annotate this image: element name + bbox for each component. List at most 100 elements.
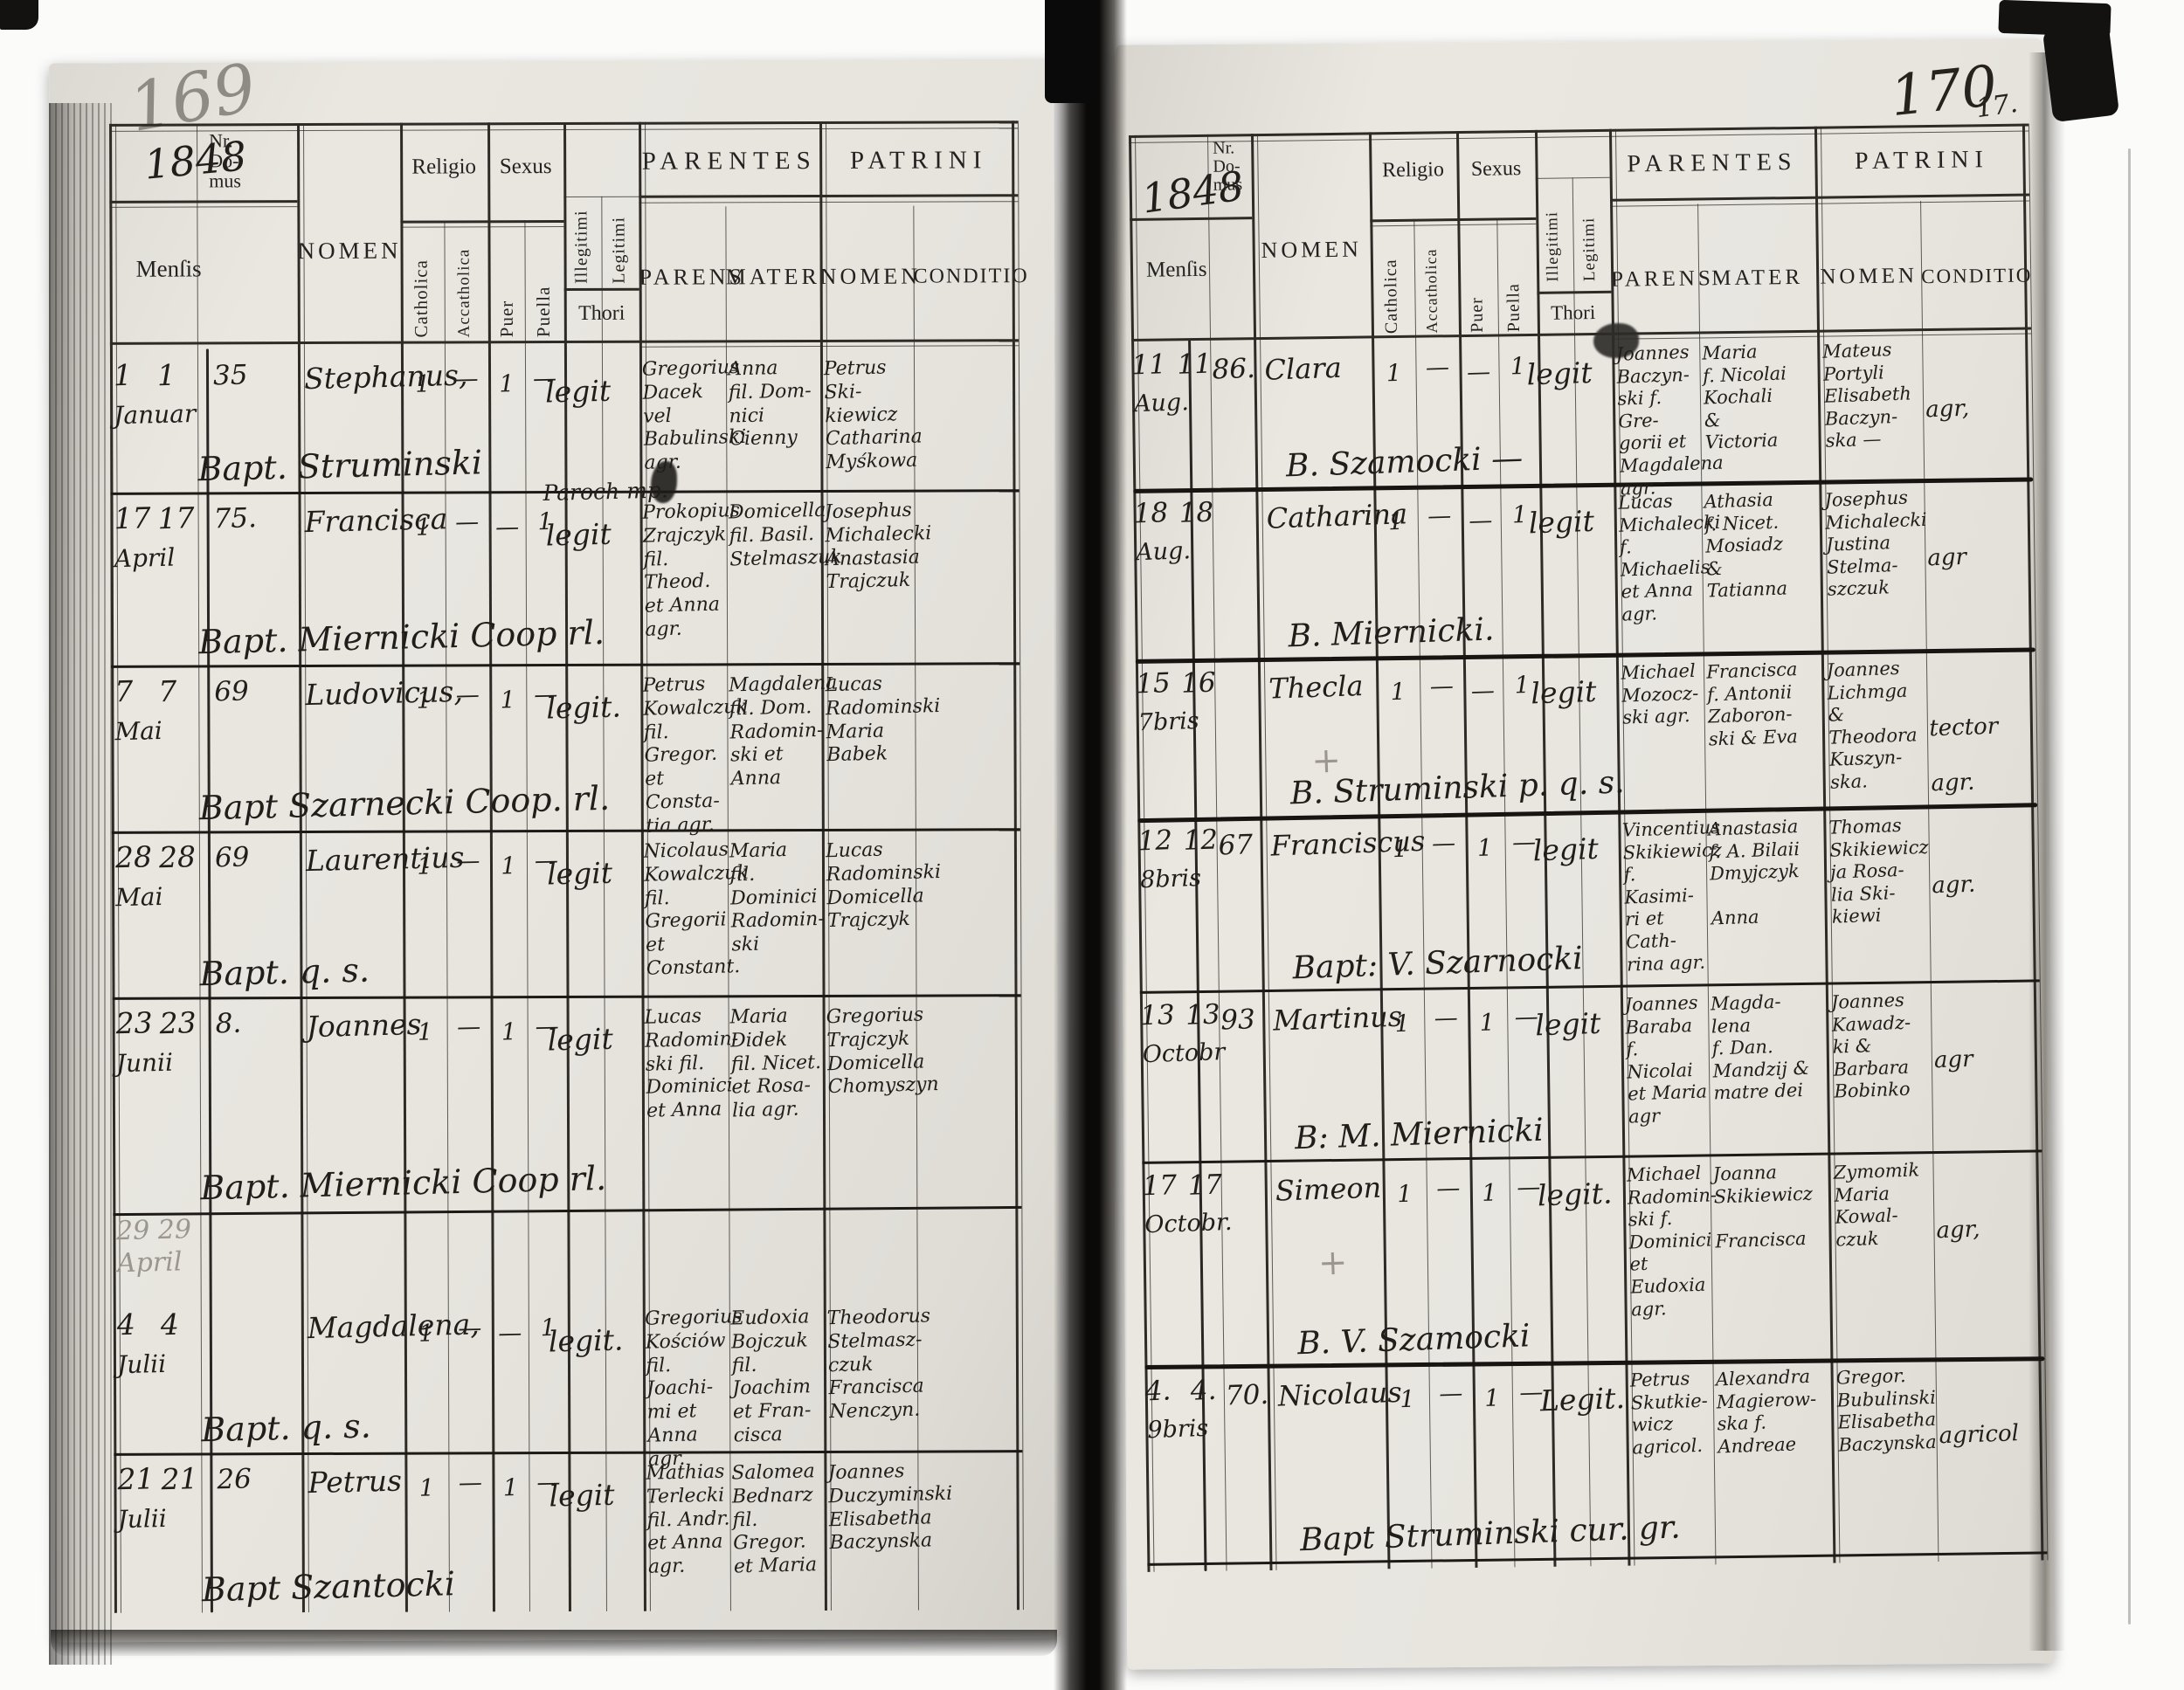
entry-day-of-birth: 23	[115, 1005, 154, 1041]
entry-baptizer-note: B. V. Szamocki	[1296, 1318, 1531, 1362]
entry-mater: Joanna Skikiewicz Francisca	[1712, 1162, 1814, 1252]
entry-religio-catholica: 1	[415, 514, 432, 541]
entry-day-of-baptism: 17	[1187, 1169, 1223, 1202]
column-header-patrini-nomen: NOMEN	[1820, 264, 1918, 289]
column-header-catholica: Catholica	[410, 259, 432, 338]
entry-month: Junii	[115, 1047, 174, 1079]
entry-day-of-birth: 4.	[1144, 1375, 1171, 1408]
column-header-religio: Religio	[411, 155, 477, 179]
entry-sexus-puer: —	[1470, 677, 1496, 706]
entry-day-of-birth: 15	[1135, 667, 1171, 700]
register-row: 28 28 Mai 69 Laurentius 1—1— legit Nicolaus Kow…	[112, 828, 1023, 997]
entry-patrini-conditio: agr.	[1931, 871, 1976, 900]
register-row: 17 17 Octobr. Simeon +1—1— legit. Michael Rado…	[1142, 1149, 2046, 1366]
entry-sexus-puer: 1	[502, 1474, 519, 1502]
entry-religio-catholica: 1	[1396, 1180, 1413, 1209]
entry-patrini-nomen: Joannes Kawadz- ki & Barbara Bobinko	[1830, 989, 1911, 1103]
entry-baptizer-note: Bapt. Miernicki Coop rl.	[197, 612, 605, 661]
column-header-patrini-nomen: NOMEN	[819, 263, 922, 289]
column-group-parentes: PARENTES	[641, 146, 817, 176]
column-header-nomen: NOMEN	[1261, 236, 1363, 264]
column-header-parens: PARENS	[639, 264, 746, 290]
entry-religio-accatholica: —	[1431, 829, 1456, 858]
grid-line-horizontal	[639, 194, 1019, 198]
entry-sexus-puer: —	[494, 513, 520, 541]
entry-parens: Joannes Baczyn- ski f. Gre- gorii et Mag…	[1615, 341, 1724, 500]
entry-sexus-puer: 1	[1481, 1179, 1497, 1207]
entry-patrini-nomen: Lucas Radominski Maria Babek	[825, 673, 941, 767]
entry-patrini-nomen: Gregor. Bubulinski Elisabetha Baczynska	[1835, 1364, 1938, 1456]
column-header-accatholica: Accatholica	[1421, 248, 1441, 334]
entry-patrini-nomen: Petrus Ski- kiewicz Catharina Myśkowa	[823, 356, 923, 474]
entry-month: Mai	[114, 715, 163, 747]
column-group-parentes: PARENTES	[1627, 148, 1798, 178]
entry-religio-accatholica: —	[1434, 1004, 1459, 1032]
entry-religio-catholica: 1	[416, 686, 432, 714]
entry-sexus-puer: 1	[501, 852, 516, 880]
entry-patrini-conditio: agr,	[1935, 1216, 1980, 1245]
entry-house-number: 35	[212, 359, 248, 392]
entry-parens: Michael Radomin- ski f. Dominici et Eudo…	[1626, 1162, 1717, 1321]
entry-religio-catholica: 1	[418, 1320, 434, 1348]
column-header-nr-domus: Nr. Do- mus	[1213, 138, 1243, 195]
entry-day-of-birth: 4	[116, 1307, 136, 1342]
register-row: 7 7 Mai 69 Ludovicus, 1—1— legit. Petrus Kowalc…	[111, 662, 1022, 837]
entry-day-of-birth: 1	[113, 357, 133, 393]
column-header-puella: Puella	[532, 286, 554, 338]
entry-religio-catholica: 1	[1387, 507, 1404, 536]
register-row: 23 23 Junii 8. Joannes 1—1— legit Lucas Radomin…	[113, 994, 1024, 1211]
column-header-sexus: Sexus	[499, 155, 552, 179]
entry-sexus-puer: —	[1466, 358, 1491, 387]
entry-day-of-birth: 28	[114, 839, 153, 875]
entry-religio-catholica: 1	[1392, 835, 1408, 864]
entry-baptizer-note: B: M. Miernicki	[1294, 1112, 1545, 1157]
entry-month: Octobr	[1142, 1038, 1226, 1069]
entry-day-of-birth: 17	[1142, 1169, 1178, 1203]
entry-day-of-baptism: 16	[1180, 666, 1217, 700]
entry-sexus-puer: 1	[501, 1018, 517, 1046]
register-row: 29 29 April 4 4 Julii Magdalena, 1— —1 legit. Gr…	[113, 1208, 1024, 1470]
entry-religio-accatholica: —	[456, 1013, 481, 1041]
entry-baptizer-note: Bapt Struminski cur. gr.	[1299, 1509, 1682, 1559]
entry-sexus-puer: —	[497, 1319, 522, 1348]
grid-line-horizontal	[1370, 223, 1537, 227]
entry-day-of-baptism: 17	[157, 500, 196, 536]
book-spine-shadow	[1054, 0, 1127, 1690]
column-header-nr-domus: Nr. Do- mus	[209, 129, 241, 192]
register-row: 18 18 Aug. Catharina 1— —1 legit Lucas Michalec…	[1133, 477, 2036, 659]
entry-patrini-conditio: agr	[1926, 543, 1967, 572]
entry-sexus-puer: —	[1468, 507, 1493, 535]
entry-day-of-birth: 12	[1137, 824, 1173, 858]
entry-month: Octobr.	[1144, 1208, 1233, 1239]
register-row: 4. 4. 9bris 70. Nicolaus 1—1— Legit. Petrus Sku…	[1144, 1355, 2049, 1562]
entry-month: Julii	[117, 1503, 168, 1535]
column-header-puer: Puer	[1467, 296, 1487, 333]
entry-month: 7bris	[1137, 707, 1200, 737]
entry-religio-accatholica: —	[454, 365, 479, 393]
entry-mater: Domicella fil. Basil. Stelmaszuk	[728, 499, 842, 571]
entry-patrini-nomen: Lucas Radominski Domicella Trajczyk	[825, 838, 942, 933]
entry-parens: Michael Mozocz- ski agr.	[1621, 659, 1699, 728]
column-header-puella: Puella	[1503, 283, 1524, 333]
entry-patrini-nomen: Joannes Duczyminski Elisabetha Baczynska	[827, 1460, 953, 1555]
entry-religio-accatholica: —	[1429, 672, 1455, 700]
grid-line-horizontal	[563, 287, 639, 291]
column-header-illegitimi: Illegitimi	[571, 210, 591, 284]
column-header-legitimi: Legitimi	[1579, 217, 1600, 282]
entry-day-of-birth: 18	[1133, 497, 1169, 530]
entry-day-of-baptism: 21	[160, 1461, 198, 1497]
entry-day-of-baptism: 18	[1178, 496, 1214, 529]
entry-baptizer-note: B. Szamocki —	[1285, 440, 1524, 485]
column-group-patrini: PATRINI	[1854, 146, 1990, 176]
entry-patrini-conditio: agricol	[1939, 1420, 2020, 1450]
page-bottom-edge-shadow	[51, 1630, 1057, 1656]
entry-month: 8bris	[1139, 864, 1202, 894]
entry-baptizer-note: Bapt. Miernicki Coop rl.	[199, 1158, 607, 1207]
column-header-conditio: CONDITIO	[1921, 264, 2033, 288]
entry-patrini-conditio: agr,	[1925, 395, 1970, 424]
grid-line-horizontal	[1370, 217, 1537, 222]
register-row: 12 12 8bris 67 Franciscus 1—1— legit Vincentius…	[1137, 804, 2042, 990]
entry-parens: Petrus Skutkie- wicz agricol.	[1629, 1368, 1709, 1459]
book-spine-top-bar	[1045, 0, 1099, 103]
